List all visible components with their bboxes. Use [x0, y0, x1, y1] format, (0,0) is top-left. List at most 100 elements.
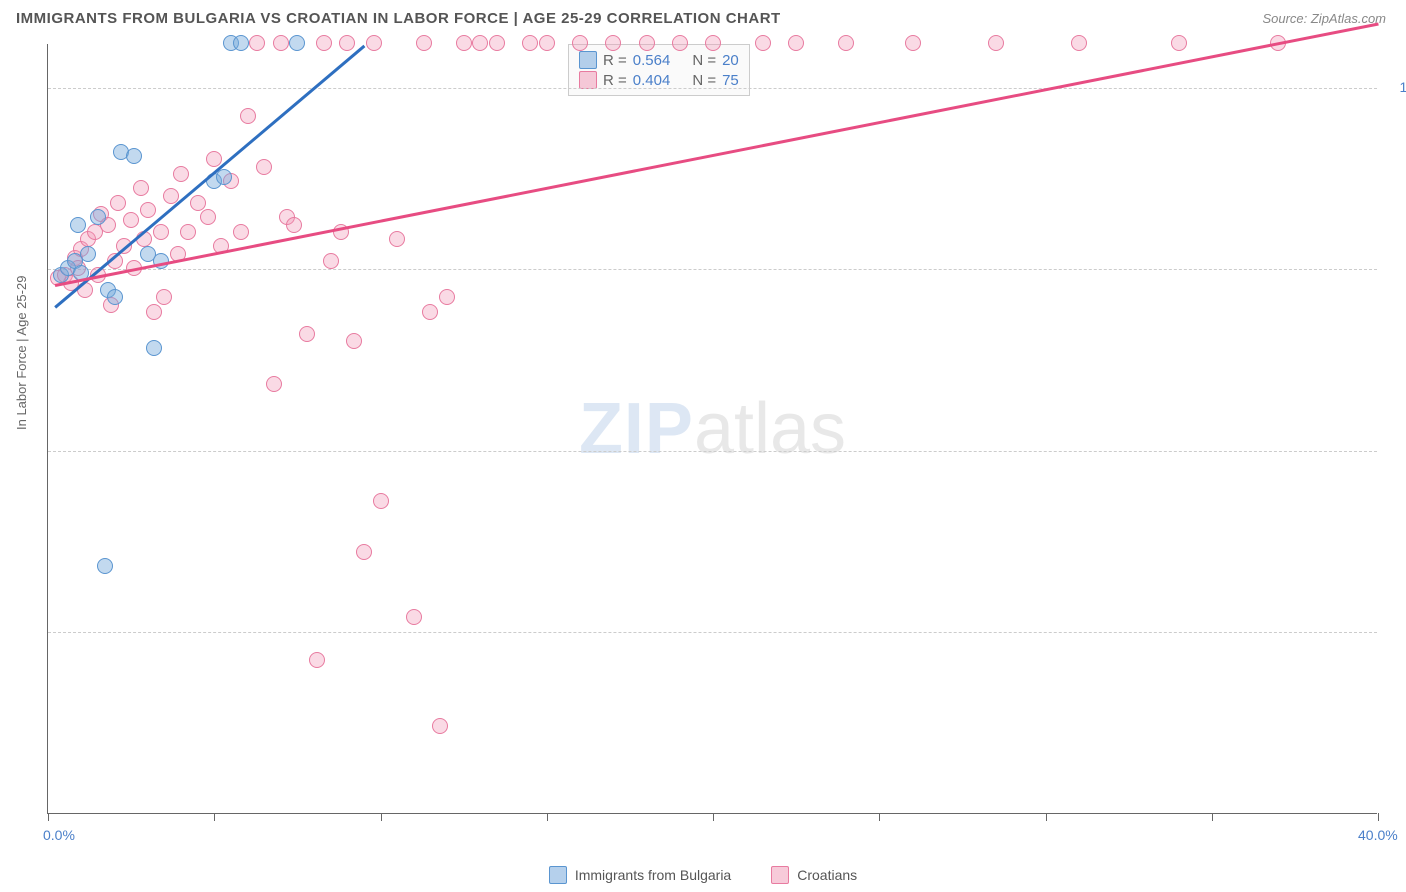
data-point — [216, 169, 232, 185]
data-point — [339, 35, 355, 51]
data-point — [539, 35, 555, 51]
data-point — [489, 35, 505, 51]
data-point — [289, 35, 305, 51]
data-point — [639, 35, 655, 51]
x-tick — [547, 813, 548, 821]
n-label: N = — [692, 52, 716, 69]
data-point — [153, 224, 169, 240]
x-tick — [1046, 813, 1047, 821]
swatch-blue-icon — [549, 866, 567, 884]
data-point — [346, 333, 362, 349]
r-label: R = — [603, 52, 627, 69]
data-point — [755, 35, 771, 51]
legend-label: Croatians — [797, 867, 857, 883]
data-point — [389, 231, 405, 247]
watermark-zip: ZIP — [579, 389, 694, 469]
x-tick — [713, 813, 714, 821]
legend-label: Immigrants from Bulgaria — [575, 867, 731, 883]
y-tick-label: 87.5% — [1387, 260, 1406, 276]
data-point — [190, 195, 206, 211]
legend-item-bulgaria: Immigrants from Bulgaria — [549, 866, 731, 884]
data-point — [180, 224, 196, 240]
chart-header: IMMIGRANTS FROM BULGARIA VS CROATIAN IN … — [0, 0, 1406, 33]
data-point — [110, 195, 126, 211]
data-point — [356, 544, 372, 560]
data-point — [80, 246, 96, 262]
data-point — [472, 35, 488, 51]
data-point — [838, 35, 854, 51]
data-point — [1171, 35, 1187, 51]
data-point — [240, 108, 256, 124]
stats-row-bulgaria: R = 0.564 N = 20 — [579, 51, 739, 69]
data-point — [309, 652, 325, 668]
data-point — [572, 35, 588, 51]
data-point — [233, 224, 249, 240]
data-point — [988, 35, 1004, 51]
gridline — [48, 269, 1377, 270]
data-point — [373, 493, 389, 509]
data-point — [146, 340, 162, 356]
data-point — [90, 209, 106, 225]
data-point — [70, 217, 86, 233]
data-point — [456, 35, 472, 51]
y-tick-label: 75.0% — [1387, 442, 1406, 458]
n-label: N = — [692, 72, 716, 89]
data-point — [140, 202, 156, 218]
data-point — [672, 35, 688, 51]
data-point — [173, 166, 189, 182]
swatch-pink-icon — [579, 71, 597, 89]
series-legend: Immigrants from Bulgaria Croatians — [0, 866, 1406, 884]
data-point — [256, 159, 272, 175]
data-point — [406, 609, 422, 625]
swatch-blue-icon — [579, 51, 597, 69]
y-tick-label: 100.0% — [1387, 79, 1406, 95]
data-point — [133, 180, 149, 196]
regression-line — [54, 44, 365, 307]
data-point — [366, 35, 382, 51]
r-label: R = — [603, 72, 627, 89]
gridline — [48, 88, 1377, 89]
data-point — [1071, 35, 1087, 51]
data-point — [705, 35, 721, 51]
x-tick — [381, 813, 382, 821]
chart-title: IMMIGRANTS FROM BULGARIA VS CROATIAN IN … — [16, 10, 781, 27]
x-tick — [214, 813, 215, 821]
x-tick — [879, 813, 880, 821]
x-tick-label: 0.0% — [43, 827, 75, 843]
swatch-pink-icon — [771, 866, 789, 884]
data-point — [273, 35, 289, 51]
data-point — [522, 35, 538, 51]
data-point — [97, 558, 113, 574]
data-point — [316, 35, 332, 51]
n-value-croatians: 75 — [722, 72, 739, 89]
data-point — [439, 289, 455, 305]
scatter-chart: ZIPatlas R = 0.564 N = 20 R = 0.404 N = … — [47, 44, 1377, 814]
data-point — [126, 148, 142, 164]
x-tick — [1378, 813, 1379, 821]
watermark-atlas: atlas — [694, 389, 846, 469]
data-point — [422, 304, 438, 320]
gridline — [48, 632, 1377, 633]
data-point — [432, 718, 448, 734]
x-tick — [48, 813, 49, 821]
data-point — [200, 209, 216, 225]
x-tick — [1212, 813, 1213, 821]
data-point — [605, 35, 621, 51]
data-point — [905, 35, 921, 51]
y-axis-label: In Labor Force | Age 25-29 — [14, 276, 29, 430]
y-tick-label: 62.5% — [1387, 623, 1406, 639]
data-point — [323, 253, 339, 269]
data-point — [146, 304, 162, 320]
data-point — [233, 35, 249, 51]
n-value-bulgaria: 20 — [722, 52, 739, 69]
data-point — [286, 217, 302, 233]
data-point — [266, 376, 282, 392]
data-point — [123, 212, 139, 228]
data-point — [416, 35, 432, 51]
data-point — [249, 35, 265, 51]
data-point — [788, 35, 804, 51]
x-tick-label: 40.0% — [1358, 827, 1398, 843]
data-point — [156, 289, 172, 305]
r-value-bulgaria: 0.564 — [633, 52, 671, 69]
legend-item-croatians: Croatians — [771, 866, 857, 884]
